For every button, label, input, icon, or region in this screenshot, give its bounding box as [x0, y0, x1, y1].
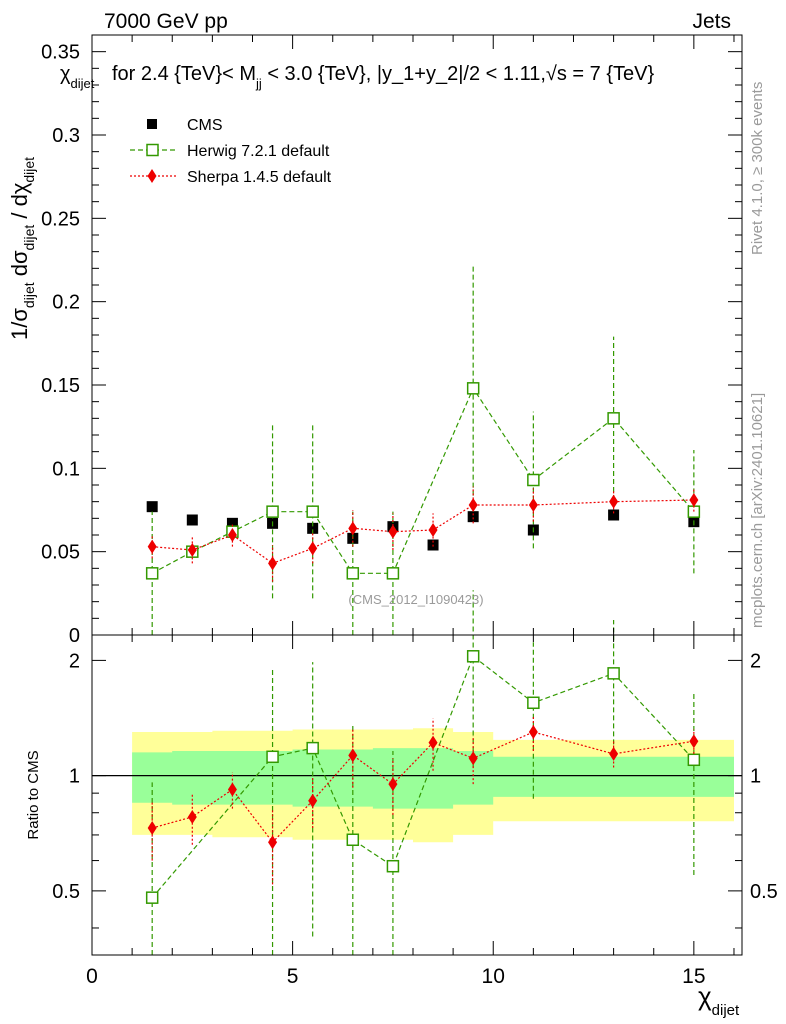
ratio-panel	[92, 590, 742, 955]
legend-label-1: Herwig 7.2.1 default	[187, 143, 330, 160]
sherpa-point	[388, 524, 398, 539]
cms-point	[608, 509, 620, 521]
ratio-frame	[91, 634, 743, 956]
ratio-sherpa-point	[308, 793, 318, 808]
ratio-y-label: Ratio to CMS	[25, 750, 42, 839]
ratio-tick-label-right: 2	[750, 650, 761, 672]
ratio-sherpa-point	[187, 809, 197, 824]
main-panel	[145, 265, 701, 635]
ratio-sherpa-point	[147, 820, 157, 835]
herwig-point	[386, 567, 400, 580]
herwig-point	[145, 567, 159, 580]
herwig-point	[466, 382, 480, 395]
sherpa-point	[187, 543, 197, 557]
y-tick-label: 0.2	[52, 292, 80, 314]
ratio-tick-label-left: 1	[69, 766, 80, 788]
ratio-herwig-point	[306, 741, 319, 755]
ratio-tick-label-left: 0.5	[52, 881, 80, 903]
cms-point	[467, 511, 479, 523]
legend: CMS Herwig 7.2.1 default Sherpa 1.4.5 defa…	[130, 117, 332, 186]
mcplots-label: mcplots.cern.ch [arXiv:2401.10621]	[749, 393, 766, 628]
svg-text:1/σdijet dσdijet / dχdijet: 1/σdijet dσdijet / dχdijet	[7, 157, 37, 340]
y-tick-label: 0.25	[41, 208, 80, 230]
ratio-herwig-point	[466, 650, 480, 663]
ratio-herwig-point	[386, 859, 400, 873]
legend-label-2: Sherpa 1.4.5 default	[187, 169, 332, 186]
x-tick-label: 15	[682, 965, 705, 988]
sherpa-point	[348, 521, 358, 536]
ratio-sherpa-line	[152, 731, 694, 844]
sherpa-point	[428, 523, 438, 537]
plot-title: χdijet for 2.4 {TeV}< Mjj < 3.0 {TeV}, |…	[60, 63, 654, 91]
sherpa-point	[227, 528, 237, 542]
sherpa-point	[268, 556, 278, 571]
sherpa-point	[528, 498, 538, 512]
title-text: for 2.4 {TeV}< Mjj < 3.0 {TeV}, |y_1+y_2…	[112, 63, 654, 91]
ratio-tick-label-left: 2	[69, 650, 80, 672]
rivet-label: Rivet 4.1.0, ≥ 300k events	[749, 82, 766, 255]
sherpa-point	[468, 498, 478, 512]
legend-herwig-marker	[146, 143, 159, 157]
cms-point	[186, 514, 198, 526]
legend-cms-marker	[147, 119, 157, 129]
ratio-sherpa-point	[428, 735, 438, 750]
jets-label: Jets	[692, 10, 731, 33]
ratio-tick-label-right: 0.5	[750, 881, 778, 903]
ratio-sherpa-point	[268, 835, 278, 850]
watermark: (CMS_2012_I1090423)	[348, 592, 483, 607]
ratio-sherpa-point	[388, 777, 398, 792]
ratio-herwig-point	[266, 750, 279, 764]
herwig-point	[607, 412, 620, 425]
x-tick-label: 10	[482, 965, 505, 988]
y-tick-label: 0	[69, 625, 80, 647]
ratio-sherpa-point	[689, 734, 699, 749]
sherpa-point	[689, 493, 699, 507]
x-tick-label: 0	[86, 965, 98, 988]
cms-point	[226, 517, 238, 529]
sherpa-point	[609, 494, 619, 509]
ratio-herwig-point	[145, 891, 159, 904]
cms-point	[146, 501, 158, 513]
ratio-sherpa-point	[348, 748, 358, 763]
ratio-sherpa-point	[528, 725, 538, 740]
ratio-herwig-line	[151, 655, 695, 899]
ratio-sherpa-point	[609, 746, 619, 761]
herwig-point	[346, 567, 360, 580]
energy-label: 7000 GeV pp	[104, 10, 228, 33]
axes: 0 5 10 15 0 0.05 0.1 0.15 0.2 0.25 0.3 0.35 0.5 0.5 1 1…	[41, 34, 778, 988]
legend-label-0: CMS	[187, 117, 223, 134]
y-tick-label: 0.1	[52, 458, 80, 480]
herwig-point	[266, 505, 279, 518]
ratio-herwig-point	[687, 753, 701, 767]
y-tick-label: 0.05	[41, 542, 80, 564]
ratio-band-inner	[132, 748, 735, 809]
y-tick-label: 0.3	[52, 125, 80, 147]
x-tick-label: 5	[287, 965, 299, 988]
sherpa-line	[152, 499, 694, 564]
legend-sherpa-marker	[147, 169, 157, 183]
ratio-herwig-point	[607, 667, 620, 680]
y-tick-label: 0.35	[41, 42, 80, 64]
y-tick-label: 0.15	[41, 375, 80, 397]
ratio-herwig-point	[527, 696, 540, 710]
sherpa-point	[308, 541, 318, 556]
cms-point	[307, 522, 319, 534]
herwig-point	[306, 505, 319, 518]
ratio-sherpa-point	[227, 782, 237, 797]
x-axis-title: χdijet	[698, 981, 740, 1019]
title-chi-symbol: χdijet	[60, 63, 95, 91]
herwig-point	[527, 473, 540, 487]
sherpa-point	[147, 539, 157, 554]
ratio-herwig-point	[346, 833, 360, 847]
ratio-tick-label-right: 1	[750, 766, 761, 788]
ratio-sherpa-point	[468, 751, 478, 766]
y-axis-title: 1/σdijet dσdijet / dχdijet	[7, 157, 37, 340]
